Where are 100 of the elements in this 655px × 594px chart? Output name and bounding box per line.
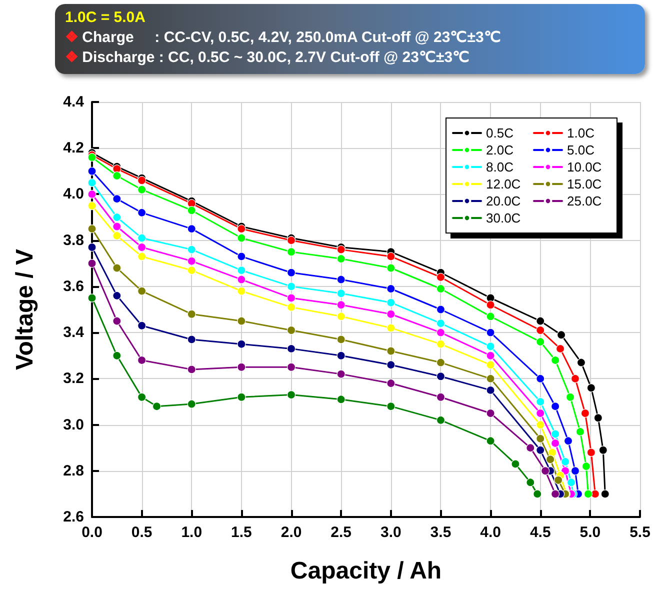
point [187, 245, 196, 254]
point [486, 300, 495, 310]
point [580, 408, 590, 418]
y-tick-label: 3.8 [63, 232, 84, 249]
y-tick-label: 3.2 [63, 370, 84, 388]
point [336, 312, 346, 321]
legend-label: 5.0C [567, 142, 594, 158]
point [576, 427, 585, 436]
point [88, 166, 96, 176]
point [560, 466, 570, 476]
point [187, 266, 196, 275]
point [536, 434, 545, 443]
point [187, 310, 196, 318]
point [88, 224, 96, 234]
point [286, 294, 296, 302]
point [436, 272, 446, 282]
point [551, 490, 560, 498]
point [486, 294, 495, 302]
point [152, 402, 162, 411]
point [138, 252, 146, 261]
point [486, 436, 495, 446]
point [536, 316, 545, 326]
point [511, 460, 520, 468]
point [88, 259, 96, 268]
point [582, 462, 590, 471]
x-tick-label: 5.0 [580, 524, 601, 541]
point [187, 256, 196, 266]
point [286, 302, 296, 312]
point [88, 242, 96, 252]
x-tick-label: 4.5 [530, 524, 551, 541]
point [237, 340, 246, 348]
point [600, 490, 610, 498]
legend-label: 8.0C [486, 160, 514, 174]
point [536, 326, 545, 335]
point [556, 344, 565, 353]
point [336, 351, 346, 360]
point [138, 356, 146, 365]
point [436, 328, 446, 337]
point [286, 236, 296, 245]
y-tick-label: 3.0 [63, 416, 84, 434]
point [336, 395, 346, 404]
point [386, 324, 396, 332]
point [486, 328, 495, 337]
point [138, 176, 146, 185]
point [88, 294, 96, 302]
x-tick-label: 2.5 [330, 524, 352, 541]
point [138, 286, 146, 296]
point [526, 444, 535, 452]
point [187, 365, 196, 374]
point [138, 392, 146, 402]
point [386, 264, 396, 272]
point [286, 268, 296, 277]
point [551, 430, 560, 438]
point [112, 171, 122, 180]
point [436, 340, 446, 348]
point [551, 402, 560, 411]
legend-label: 12.0C [486, 176, 521, 192]
point [336, 275, 346, 284]
point [556, 330, 566, 340]
point [386, 346, 396, 356]
point [237, 234, 246, 242]
point [112, 351, 122, 360]
point [486, 351, 495, 360]
point [112, 264, 122, 272]
point [237, 316, 246, 326]
x-axis-title: Capacity / Ah [290, 558, 442, 584]
x-tick-label: 0.5 [131, 524, 152, 541]
point [536, 374, 545, 383]
point [88, 153, 96, 162]
point [546, 455, 555, 464]
legend-label: 15.0C [567, 176, 602, 192]
point [486, 360, 495, 370]
point [237, 266, 246, 275]
y-axis-title: Voltage / V [12, 249, 38, 370]
point [187, 199, 196, 208]
point [138, 242, 146, 252]
point [551, 356, 560, 365]
point [436, 372, 446, 381]
point [386, 284, 396, 294]
point [590, 490, 600, 498]
point [386, 310, 396, 318]
point [237, 362, 246, 372]
point [436, 416, 446, 424]
point [436, 319, 446, 328]
point [536, 408, 545, 418]
y-tick-label: 2.6 [63, 508, 84, 526]
point [548, 448, 557, 457]
legend-label: 30.0C [486, 210, 521, 226]
point [594, 414, 602, 422]
y-tick-label: 3.4 [63, 324, 85, 342]
point [436, 392, 446, 402]
point [386, 378, 396, 388]
point [486, 408, 495, 418]
point [112, 291, 122, 300]
x-tick-label: 3.5 [430, 524, 452, 541]
point [386, 402, 396, 411]
point [541, 466, 550, 476]
point [336, 335, 346, 344]
point [436, 358, 446, 367]
legend-label: 10.0C [567, 160, 602, 174]
